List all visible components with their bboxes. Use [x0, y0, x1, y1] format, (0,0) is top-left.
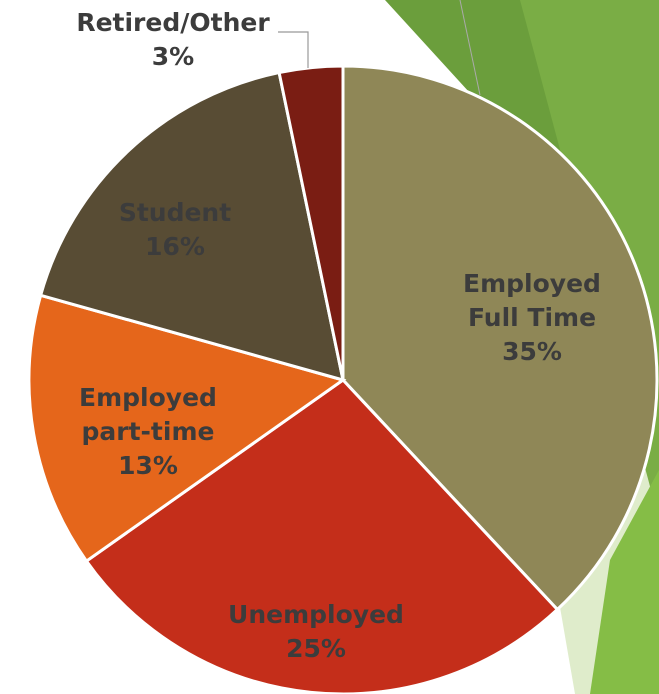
- value-label: 35%: [502, 337, 562, 366]
- value-label: 3%: [151, 42, 195, 71]
- slice-label: Student 16%: [85, 196, 265, 264]
- pie: [27, 64, 659, 694]
- category-label: Employed part-time: [79, 383, 217, 446]
- slice-label: Retired/Other 3%: [53, 6, 293, 74]
- slice-label: Employed part-time 13%: [48, 381, 248, 483]
- background-facet: [590, 470, 659, 694]
- pie-slice: [84, 378, 560, 694]
- value-label: 25%: [286, 634, 346, 663]
- value-label: 16%: [145, 232, 205, 261]
- slice-label: Unemployed 25%: [216, 598, 416, 666]
- pie-slice: [341, 64, 659, 612]
- slice-label: Employed Full Time 35%: [442, 267, 622, 369]
- pie-slice: [38, 70, 345, 383]
- pie-slice: [277, 64, 345, 381]
- category-label: Retired/Other: [76, 8, 270, 37]
- category-label: Unemployed: [228, 600, 404, 629]
- decor-line: [459, 0, 481, 96]
- pie-slice: [27, 293, 347, 564]
- leader-line: [278, 31, 309, 68]
- category-label: Employed Full Time: [463, 269, 601, 332]
- category-label: Student: [118, 198, 232, 227]
- value-label: 13%: [118, 451, 178, 480]
